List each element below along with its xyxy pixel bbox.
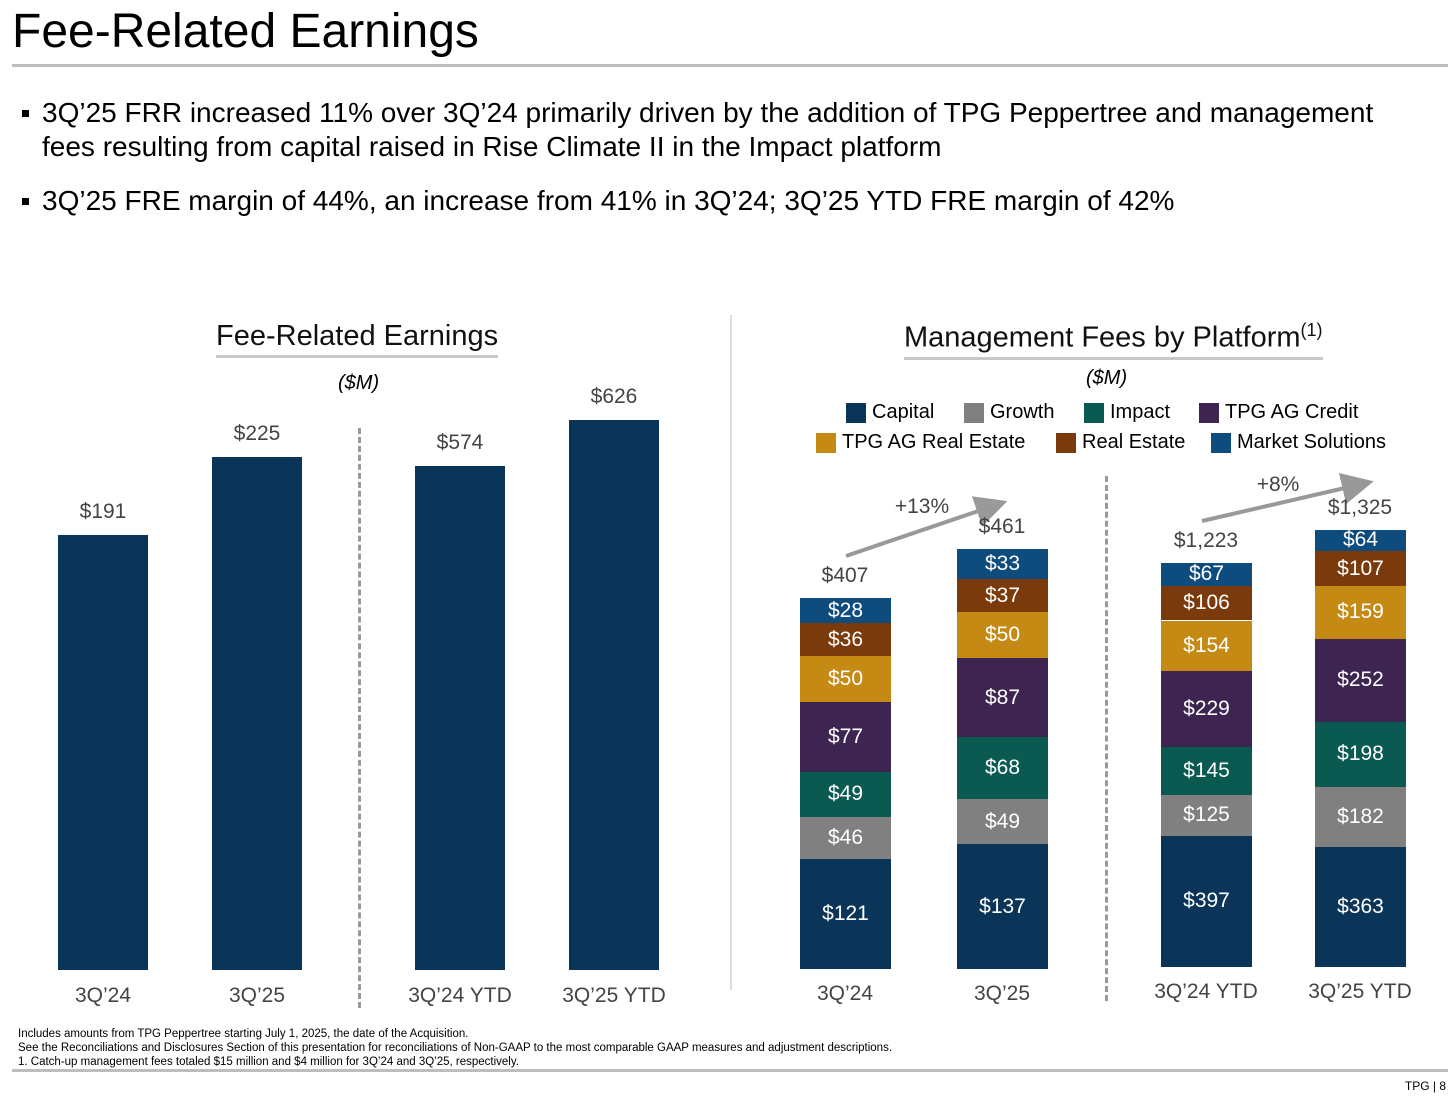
fre-value-label: $574: [436, 431, 484, 455]
mgmt-fees-chart-unit: ($M): [1086, 367, 1128, 389]
mgmt-fees-divider: [1105, 476, 1108, 1001]
growth-label-quarter: +13%: [894, 495, 950, 518]
legend-item: Impact: [1084, 401, 1170, 424]
footnote-ref: (1): [1300, 320, 1323, 340]
legend-label: Growth: [990, 401, 1055, 423]
footer-divider: [12, 1069, 1448, 1072]
bullet-marker: [22, 198, 29, 205]
bar-segment-tpg-ag-real-estate: $154: [1161, 620, 1252, 672]
bar-segment-real-estate: $36: [800, 623, 891, 657]
bar-segment-real-estate: $107: [1315, 550, 1406, 587]
legend-swatch: [1084, 402, 1104, 423]
total-label: $1,223: [1173, 529, 1239, 553]
bar-segment-tpg-ag-credit: $87: [957, 658, 1048, 738]
bar-segment-tpg-ag-credit: $229: [1161, 671, 1252, 747]
total-label: $461: [978, 514, 1026, 538]
fre-bar: [415, 466, 505, 970]
bar-segment-capital: $363: [1315, 847, 1406, 967]
legend-item: Real Estate: [1056, 431, 1185, 454]
bar-segment-tpg-ag-credit: $252: [1315, 638, 1406, 722]
bar-segment-growth: $46: [800, 816, 891, 859]
bar-segment-market-solutions: $67: [1161, 562, 1252, 586]
legend-swatch: [816, 432, 836, 453]
bar-segment-impact: $145: [1161, 746, 1252, 795]
bar-segment-capital: $137: [957, 844, 1048, 969]
bar-segment-impact: $198: [1315, 721, 1406, 788]
bar-segment-capital: $121: [800, 858, 891, 969]
footnote: See the Reconciliations and Disclosures …: [18, 1042, 893, 1054]
bar-segment-market-solutions: $28: [800, 597, 891, 624]
legend-label: Real Estate: [1082, 431, 1186, 453]
bar-segment-tpg-ag-credit: $77: [800, 701, 891, 772]
mgmt-fees-chart-title: Management Fees by Platform(1): [904, 320, 1323, 360]
bullet-text: 3Q’25 FRE margin of 44%, an increase fro…: [42, 185, 1175, 216]
total-label: $1,325: [1327, 495, 1393, 519]
fre-value-label: $225: [233, 422, 281, 445]
footnote: 1. Catch-up management fees totaled $15 …: [18, 1056, 519, 1068]
legend-label: TPG AG Credit: [1225, 401, 1359, 423]
legend-label: Impact: [1110, 401, 1171, 423]
bar-segment-real-estate: $106: [1161, 585, 1252, 621]
legend-item: Growth: [964, 401, 1054, 424]
fre-x-label: 3Q’25 YTD: [562, 984, 666, 1007]
fre-chart-unit: ($M): [338, 372, 380, 394]
growth-arrow-quarter: [845, 496, 1008, 558]
bar-segment-tpg-ag-real-estate: $159: [1315, 586, 1406, 639]
fre-x-label: 3Q’24 YTD: [408, 984, 512, 1007]
fre-bar: [569, 420, 659, 970]
legend-swatch: [1056, 432, 1076, 453]
bullet-marker: [22, 110, 29, 117]
fre-value-label: $626: [590, 385, 638, 409]
growth-label-ytd: +8%: [1256, 473, 1300, 496]
legend-swatch: [964, 402, 984, 423]
bar-segment-impact: $49: [800, 772, 891, 817]
bar-segment-market-solutions: $33: [957, 548, 1048, 579]
chart-separator: [730, 315, 732, 990]
fre-x-label: 3Q’25: [228, 984, 286, 1007]
growth-arrow-ytd: [1201, 472, 1374, 523]
mgmt-x-label: 3Q’25 YTD: [1308, 980, 1412, 1003]
legend-label: Market Solutions: [1237, 431, 1386, 453]
bar-segment-tpg-ag-real-estate: $50: [800, 656, 891, 702]
title-divider: [12, 64, 1448, 67]
fre-value-label: $191: [79, 499, 127, 523]
footnotes: Includes amounts from TPG Peppertree sta…: [18, 1027, 892, 1069]
bar-segment-tpg-ag-real-estate: $50: [957, 612, 1048, 658]
total-label: $407: [821, 563, 869, 587]
bar-segment-growth: $125: [1161, 794, 1252, 836]
mgmt-x-label: 3Q’24: [816, 982, 874, 1005]
bar-segment-growth: $182: [1315, 787, 1406, 848]
page-title: Fee-Related Earnings: [12, 5, 479, 58]
legend-swatch: [846, 402, 866, 423]
fre-x-label: 3Q’24: [74, 984, 132, 1007]
legend-label: Capital: [872, 401, 935, 423]
fre-chart-divider: [358, 428, 361, 1008]
bar-segment-capital: $397: [1161, 835, 1252, 967]
legend-item: Market Solutions: [1211, 431, 1386, 454]
fre-bar: [212, 457, 302, 970]
legend-swatch: [1211, 432, 1231, 453]
bar-segment-growth: $49: [957, 799, 1048, 845]
bar-segment-market-solutions: $64: [1315, 528, 1406, 551]
footnote: Includes amounts from TPG Peppertree sta…: [18, 1028, 469, 1040]
fre-chart-title: Fee-Related Earnings: [216, 320, 499, 358]
legend-item: TPG AG Real Estate: [816, 431, 1025, 454]
legend-swatch: [1199, 402, 1219, 423]
fre-bar: [58, 534, 148, 970]
page-number: TPG | 8: [1404, 1079, 1446, 1093]
mgmt-x-label: 3Q’25: [973, 982, 1031, 1005]
bar-segment-real-estate: $37: [957, 578, 1048, 613]
legend-label: TPG AG Real Estate: [842, 431, 1026, 453]
legend-item: TPG AG Credit: [1199, 401, 1358, 424]
bullet-text: 3Q’25 FRR increased 11% over 3Q’24 prima…: [42, 97, 1374, 162]
mgmt-x-label: 3Q’24 YTD: [1154, 980, 1258, 1003]
mgmt-fees-title-text: Management Fees by Platform: [904, 321, 1301, 354]
bullet-2: 3Q’25 FRE margin of 44%, an increase fro…: [22, 184, 1432, 218]
bullet-1: 3Q’25 FRR increased 11% over 3Q’24 prima…: [22, 96, 1432, 164]
legend-item: Capital: [846, 401, 934, 424]
bar-segment-impact: $68: [957, 737, 1048, 800]
